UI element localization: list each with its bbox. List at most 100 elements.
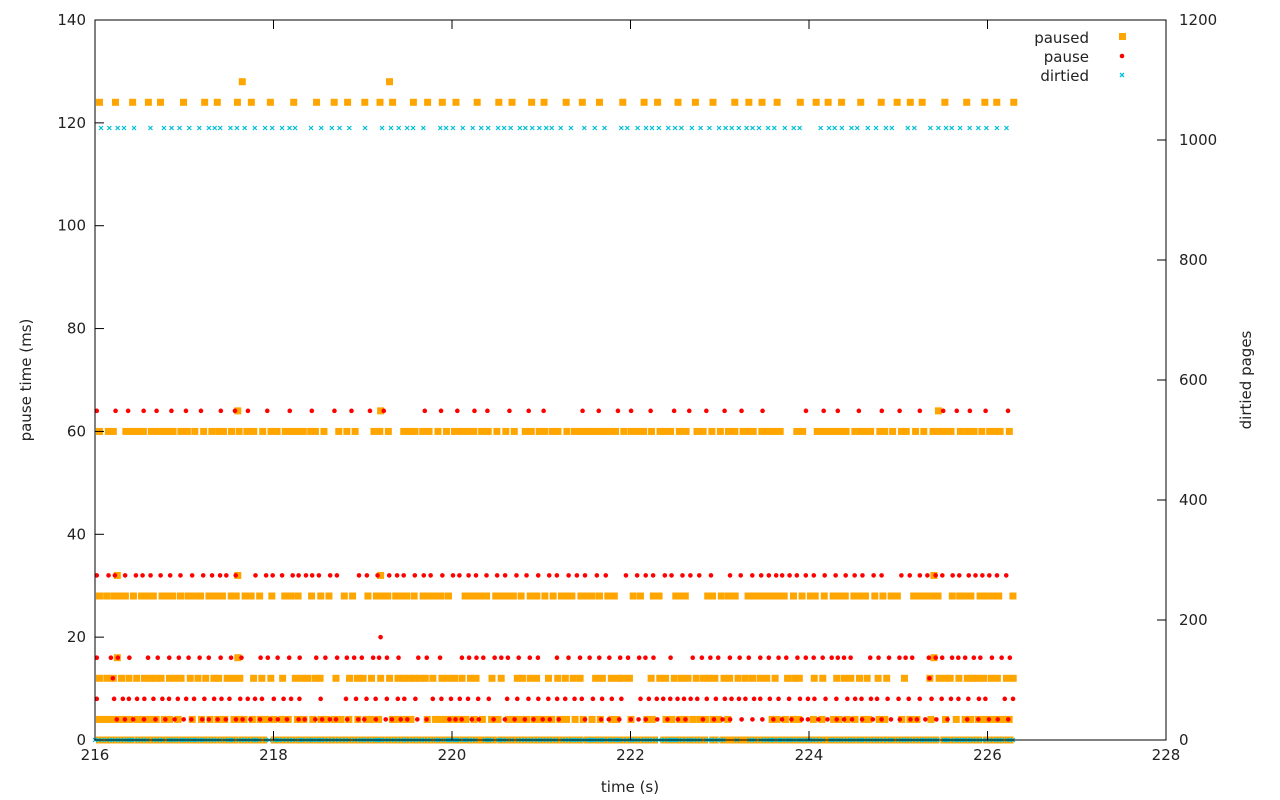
paused-point: [177, 674, 185, 682]
legend-marker-dirtied: [1119, 72, 1125, 78]
x-tick-label: 216: [81, 746, 110, 764]
paused-point: [1009, 674, 1017, 682]
paused-point: [902, 427, 910, 435]
paused-point: [154, 427, 162, 435]
dirtied-point: [287, 125, 292, 131]
paused-point: [518, 674, 526, 682]
dirtied-point: [169, 125, 175, 131]
pause-point: [296, 717, 301, 722]
pause-point: [466, 573, 471, 578]
dirtied-point: [949, 125, 955, 131]
y-tick-label: 0: [76, 731, 86, 749]
pause-point: [364, 573, 370, 578]
paused-point: [861, 427, 869, 435]
pause-point: [94, 408, 100, 414]
paused-point: [681, 592, 689, 600]
dirtied-point: [242, 125, 248, 131]
dirtied-point: [656, 125, 662, 131]
paused-point: [835, 715, 843, 723]
pause-point: [381, 408, 387, 414]
pause-point: [223, 717, 229, 722]
pause-point: [447, 717, 452, 722]
pause-point: [167, 573, 173, 578]
paused-point: [1005, 427, 1013, 435]
pause-point: [852, 573, 857, 578]
pause-point: [386, 573, 392, 578]
pause-point: [956, 573, 962, 578]
paused-point: [258, 674, 266, 682]
pause-point: [333, 717, 339, 722]
dirtied-point: [388, 125, 394, 131]
paused-point: [809, 715, 817, 723]
paused-point: [744, 427, 752, 435]
pause-point: [603, 573, 609, 578]
paused-point: [407, 715, 415, 723]
paused-point: [421, 674, 429, 682]
pause-point: [522, 717, 528, 722]
paused-point: [548, 427, 556, 435]
pause-point: [507, 408, 512, 414]
paused-point: [384, 592, 392, 600]
pause-point: [334, 655, 340, 661]
paused-point: [541, 592, 549, 600]
pause-point: [361, 717, 367, 722]
paused-point: [116, 592, 124, 600]
paused-point: [394, 674, 402, 682]
paused-point: [215, 674, 223, 682]
paused-point: [614, 674, 622, 682]
dirtied-point: [460, 125, 466, 131]
pause-point: [749, 573, 755, 578]
paused-point: [268, 592, 276, 600]
dirtied-point: [131, 125, 137, 131]
pause-point: [821, 408, 826, 414]
paused-point: [770, 592, 778, 600]
pause-point: [248, 717, 253, 722]
pause-point: [267, 717, 273, 722]
pause-point: [739, 408, 744, 414]
pause-point: [504, 696, 510, 702]
paused-point: [763, 674, 771, 682]
paused-point: [571, 715, 579, 723]
paused-point: [724, 715, 732, 723]
paused-point: [702, 715, 710, 723]
paused-point: [494, 715, 502, 723]
paused-point: [640, 98, 648, 106]
paused-point: [855, 592, 863, 600]
pause-point: [617, 717, 622, 722]
pause-point: [536, 696, 541, 702]
paused-point: [180, 98, 188, 106]
pause-point: [245, 696, 251, 702]
paused-point: [149, 592, 157, 600]
pause-point: [428, 573, 433, 578]
paused-point: [717, 592, 725, 600]
pause-point: [1007, 655, 1013, 661]
paused-point: [731, 98, 739, 106]
dirtied-point: [269, 125, 275, 131]
y2-tick-label: 400: [1179, 491, 1208, 509]
paused-point: [174, 715, 182, 723]
paused-point: [158, 427, 166, 435]
pause-point: [158, 573, 163, 578]
pause-point: [811, 573, 817, 578]
paused-point: [784, 674, 792, 682]
paused-point: [731, 592, 739, 600]
dirtied-point: [832, 125, 838, 131]
pause-point: [176, 655, 182, 661]
paused-point: [364, 592, 372, 600]
pause-point: [983, 696, 988, 702]
paused-point: [425, 592, 433, 600]
pause-point: [789, 717, 794, 722]
paused-point: [311, 674, 319, 682]
paused-point: [734, 674, 742, 682]
pause-point: [286, 655, 292, 661]
paused-point: [504, 715, 512, 723]
paused-point: [795, 674, 803, 682]
pause-point: [122, 717, 128, 722]
pause-point: [870, 717, 876, 722]
paused-point: [691, 98, 699, 106]
paused-point: [833, 674, 841, 682]
paused-point: [692, 674, 700, 682]
pause-point: [834, 717, 840, 722]
legend-label-dirtied: dirtied: [1040, 67, 1089, 85]
pause-point: [849, 717, 855, 722]
